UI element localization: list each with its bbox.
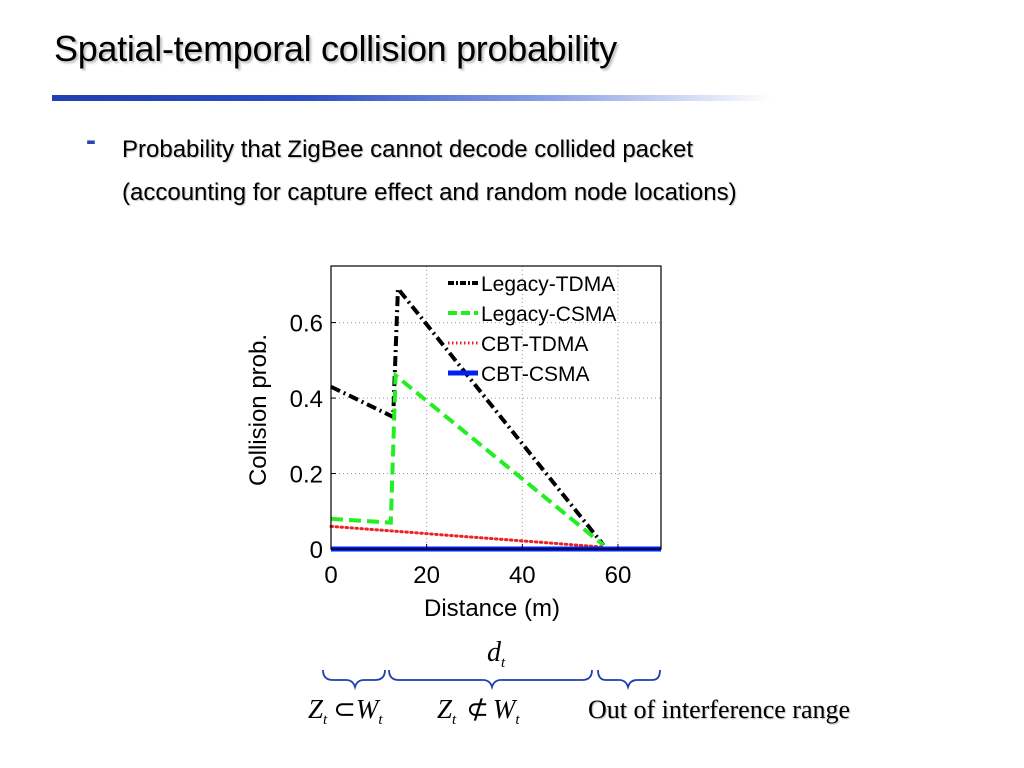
y-axis-label: Collision prob. (245, 334, 272, 486)
bullet-marker: - (86, 124, 96, 157)
legend-label: CBT-TDMA (481, 333, 588, 356)
title-underline (52, 95, 772, 101)
x-tick-label: 40 (509, 562, 536, 589)
chart-grid (331, 266, 661, 549)
chart-series (329, 283, 661, 552)
legend-label: CBT-CSMA (481, 363, 590, 386)
bullet-text: Probability that ZigBee cannot decode co… (122, 128, 882, 214)
y-tick-label: 0.6 (290, 311, 323, 338)
y-tick-label: 0.2 (290, 462, 323, 489)
brace-region-1 (322, 669, 386, 691)
brace-region-3 (597, 669, 661, 691)
x-tick-label: 60 (605, 562, 632, 589)
y-tick-label: 0.4 (290, 386, 323, 413)
bullet-line-1: Probability that ZigBee cannot decode co… (122, 136, 694, 163)
series-line-cbt-tdma (329, 524, 606, 549)
legend-label: Legacy-TDMA (481, 273, 615, 296)
plot-frame (330, 265, 662, 550)
x-tick-label: 0 (324, 562, 337, 589)
legend-label: Legacy-CSMA (481, 303, 616, 326)
distance-d-label: dt (487, 637, 506, 671)
chart-legend: Legacy-TDMA Legacy-CSMA CBT-TDMA CBT-CSMA (448, 273, 616, 386)
x-axis-label: Distance (m) (424, 595, 560, 622)
bullet-line-2: (accounting for capture effect and rando… (122, 179, 737, 206)
slide-title: Spatial-temporal collision probability (54, 28, 617, 69)
region-2-label: Zt ⊄ Wt (437, 694, 520, 728)
region-1-label: Zt ⊂Wt (308, 694, 383, 728)
y-tick-label: 0 (310, 537, 323, 564)
brace-region-2 (388, 669, 593, 691)
chart-ticks: 0 20 40 60 0 0.2 0.4 0.6 (290, 311, 632, 589)
series-line-legacy-csma (330, 371, 605, 547)
series-line-legacy-tdma (330, 283, 606, 547)
x-tick-label: 20 (413, 562, 440, 589)
region-3-label: Out of interference range (588, 695, 850, 724)
